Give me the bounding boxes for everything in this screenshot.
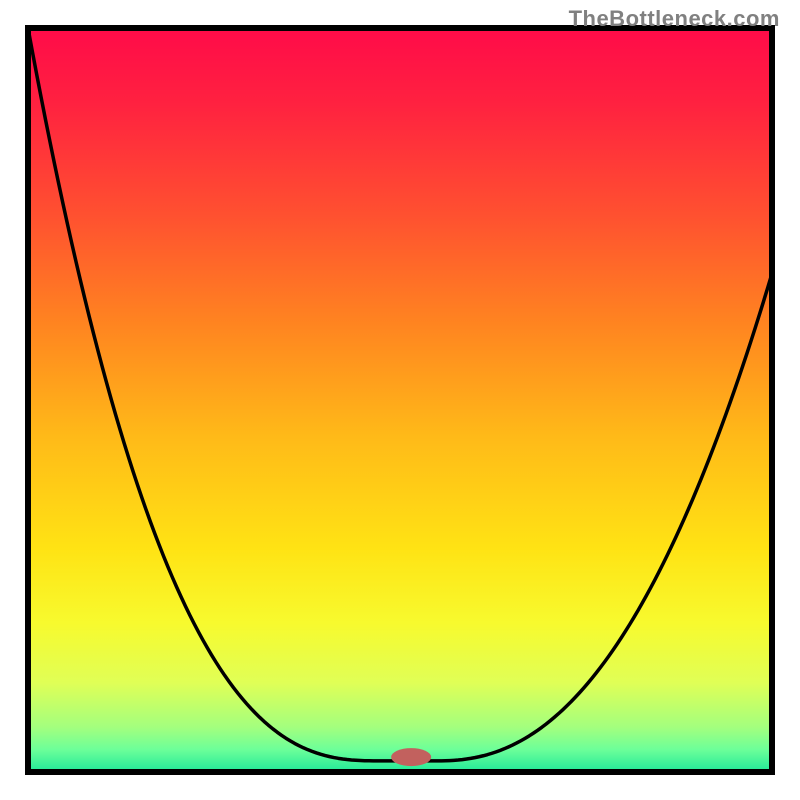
bottleneck-curve-chart bbox=[0, 0, 800, 800]
watermark-text: TheBottleneck.com bbox=[569, 6, 780, 32]
gradient-background bbox=[28, 28, 772, 772]
optimal-point-marker bbox=[391, 748, 431, 766]
chart-container: TheBottleneck.com bbox=[0, 0, 800, 800]
